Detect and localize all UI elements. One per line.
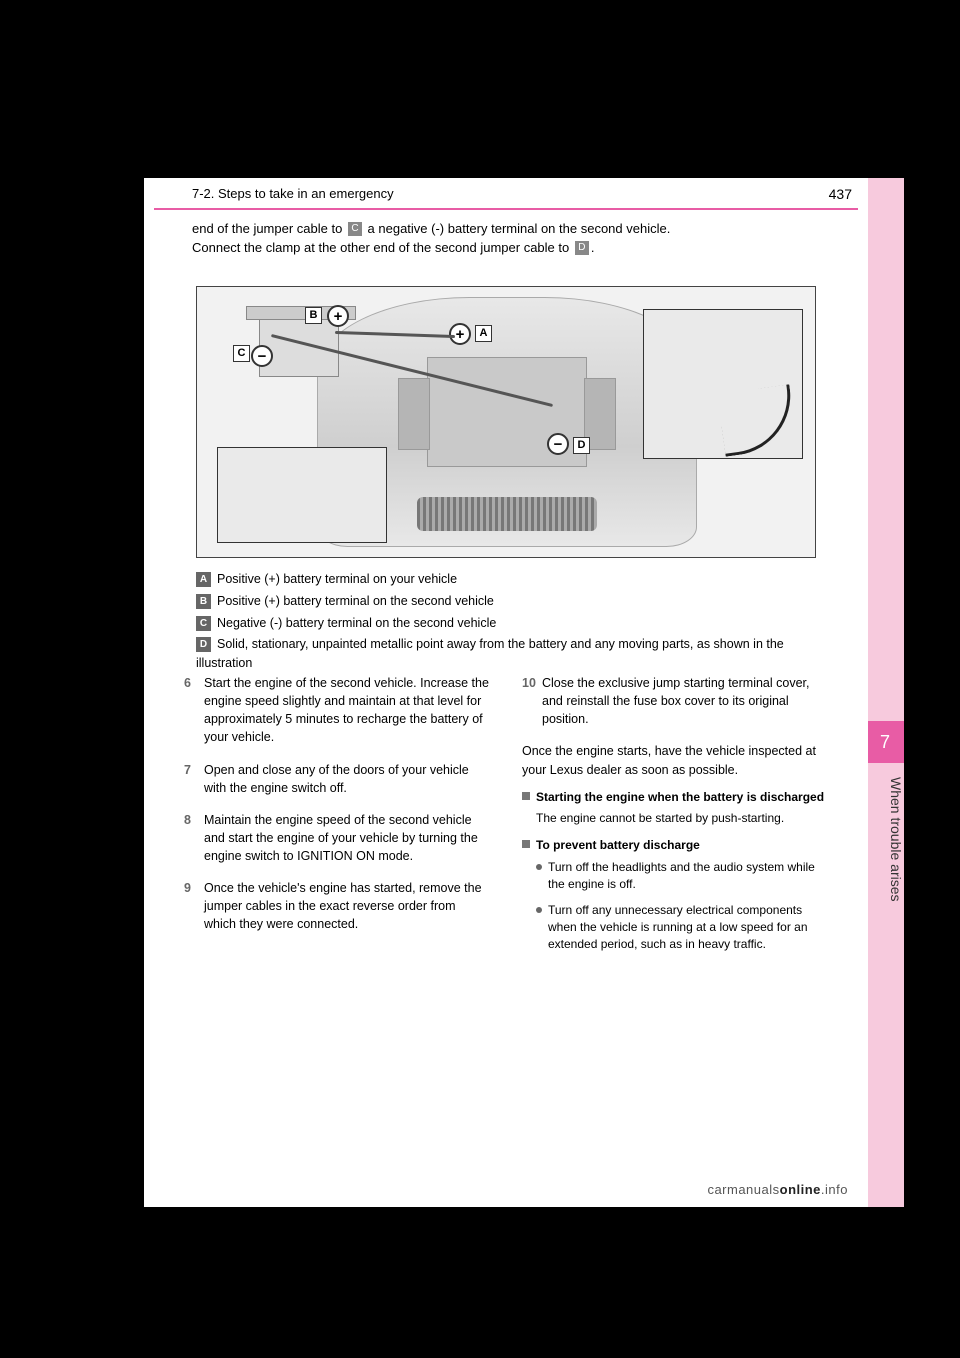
- legend-row-a: A Positive (+) battery terminal on your v…: [196, 570, 816, 589]
- page-header: 7-2. Steps to take in an emergency 437: [144, 178, 868, 218]
- callout-letter-a: A: [475, 325, 492, 342]
- legend-tag-a: A: [196, 572, 211, 587]
- bullet-1: Turn off the headlights and the audio sy…: [536, 859, 828, 894]
- jump-start-figure: A B C D: [196, 286, 816, 558]
- step-7: 7 Open and close any of the doors of your…: [184, 761, 490, 797]
- section-title: 7-2. Steps to take in an emergency: [192, 186, 394, 201]
- step-text-6: Start the engine of the second vehicle. …: [204, 676, 489, 744]
- callout-c-icon: C: [348, 222, 362, 236]
- callout-d-icon: D: [575, 241, 589, 255]
- inset-right-illustration: [643, 309, 803, 459]
- step-9: 9 Once the vehicle's engine has started, …: [184, 879, 490, 933]
- intro-text: end of the jumper cable to C a negative …: [192, 220, 852, 258]
- legend-text-d: Solid, stationary, unpainted metallic po…: [196, 637, 784, 670]
- intro-line1b: a negative (-) battery terminal on the s…: [364, 221, 670, 236]
- subsection-heading-start: Starting the engine when the battery is …: [522, 789, 828, 806]
- step-number-6: 6: [184, 674, 191, 692]
- callout-letter-b: B: [305, 307, 322, 324]
- step-number-9: 9: [184, 879, 191, 897]
- step-10: 10 Close the exclusive jump starting term…: [522, 674, 828, 728]
- step-8: 8 Maintain the engine speed of the second…: [184, 811, 490, 865]
- step-number-7: 7: [184, 761, 191, 779]
- legend-tag-b: B: [196, 594, 211, 609]
- battery-minus-icon: [251, 345, 273, 367]
- step-text-8: Maintain the engine speed of the second …: [204, 813, 478, 863]
- step-6: 6 Start the engine of the second vehicle.…: [184, 674, 490, 747]
- step-number-8: 8: [184, 811, 191, 829]
- legend-text-a: Positive (+) battery terminal on your ve…: [217, 572, 457, 586]
- step-text-9: Once the vehicle's engine has started, r…: [204, 881, 482, 931]
- legend-tag-d: D: [196, 637, 211, 652]
- grille-shape: [417, 497, 597, 531]
- legend-row-c: C Negative (-) battery terminal on the se…: [196, 614, 816, 633]
- footer-watermark: carmanualsonline.info: [707, 1182, 848, 1197]
- legend-text-c: Negative (-) battery terminal on the sec…: [217, 616, 496, 630]
- prevent-discharge-list: Turn off the headlights and the audio sy…: [522, 859, 828, 954]
- callout-letter-c: C: [233, 345, 250, 362]
- vehicle-ground-icon: [547, 433, 569, 455]
- legend-tag-c: C: [196, 616, 211, 631]
- chapter-tab-label: When trouble arises: [866, 773, 904, 953]
- legend-text-b: Positive (+) battery terminal on the sec…: [217, 594, 494, 608]
- header-rule: [154, 208, 858, 210]
- page: 7-2. Steps to take in an emergency 437 e…: [144, 178, 868, 1207]
- callout-letter-d: D: [573, 437, 590, 454]
- subsection-heading-prevent: To prevent battery discharge: [522, 837, 828, 854]
- bullet-2: Turn off any unnecessary electrical comp…: [536, 902, 828, 954]
- figure-legend: A Positive (+) battery terminal on your v…: [196, 570, 816, 676]
- after-note: Once the engine starts, have the vehicle…: [522, 742, 828, 778]
- page-number: 437: [829, 186, 852, 202]
- step-text-10: Close the exclusive jump starting termin…: [542, 676, 809, 726]
- intro-line2b: .: [591, 240, 595, 255]
- step-text-7: Open and close any of the doors of your …: [204, 763, 469, 795]
- legend-row-d: DSolid, stationary, unpainted metallic p…: [196, 635, 816, 673]
- inset-left-illustration: [217, 447, 387, 543]
- second-battery-illustration: [259, 315, 339, 377]
- battery-plus-icon: [327, 305, 349, 327]
- intro-line1a: end of the jumper cable to: [192, 221, 346, 236]
- side-tab-background: [866, 178, 904, 1207]
- subsection-text-start: The engine cannot be started by push-sta…: [522, 810, 828, 827]
- steps-column-left: 6 Start the engine of the second vehicle.…: [184, 674, 490, 948]
- step-number-10: 10: [522, 674, 536, 692]
- steps-column-right: 10 Close the exclusive jump starting term…: [522, 674, 828, 962]
- chapter-tab-number: 7: [866, 721, 904, 763]
- intro-line2a: Connect the clamp at the other end of th…: [192, 240, 573, 255]
- legend-row-b: B Positive (+) battery terminal on the se…: [196, 592, 816, 611]
